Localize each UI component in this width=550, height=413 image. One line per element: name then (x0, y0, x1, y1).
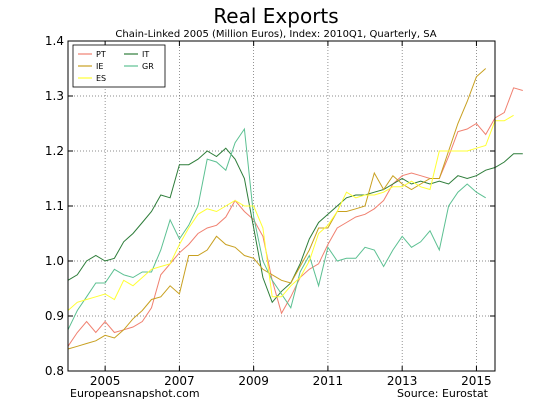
legend-label-gr: GR (142, 62, 154, 71)
series-lines (67, 68, 523, 350)
y-tick-label: 1.2 (45, 144, 64, 158)
x-tick-label: 2005 (90, 374, 121, 388)
y-tick-label: 0.8 (45, 364, 64, 378)
x-tick-label: 2007 (164, 374, 195, 388)
y-tick-label: 1.4 (45, 34, 64, 48)
series-line-gr (67, 127, 486, 331)
legend-label-es: ES (96, 74, 106, 83)
footer-right: Source: Eurostat (397, 387, 489, 400)
series-line-it (67, 147, 523, 304)
x-tick-label: 2015 (461, 374, 492, 388)
series-line-es (67, 114, 514, 311)
series-line-ie (67, 68, 487, 350)
x-tick-label: 2009 (238, 374, 269, 388)
y-tick-label: 1.0 (45, 254, 64, 268)
grid-lines (68, 41, 495, 371)
legend-label-it: IT (142, 50, 149, 59)
footer-left: Europeansnapshot.com (70, 387, 200, 400)
y-tick-label: 0.9 (45, 309, 64, 323)
legend-label-pt: PT (96, 50, 106, 59)
chart-title: Real Exports (213, 4, 338, 28)
x-tick-label: 2013 (387, 374, 418, 388)
y-tick-label: 1.3 (45, 89, 64, 103)
legend: PT IT IE GR ES (72, 44, 166, 88)
series-line-pt (67, 87, 523, 347)
axis-ticks: 0.8 0.9 1.0 1.1 1.2 1.3 1.4 2005 2007 2009 2011 201… (45, 34, 495, 388)
y-tick-label: 1.1 (45, 199, 64, 213)
chart-subtitle: Chain-Linked 2005 (Million Euros), Index… (115, 29, 436, 40)
legend-label-ie: IE (96, 62, 103, 71)
x-tick-label: 2011 (313, 374, 344, 388)
